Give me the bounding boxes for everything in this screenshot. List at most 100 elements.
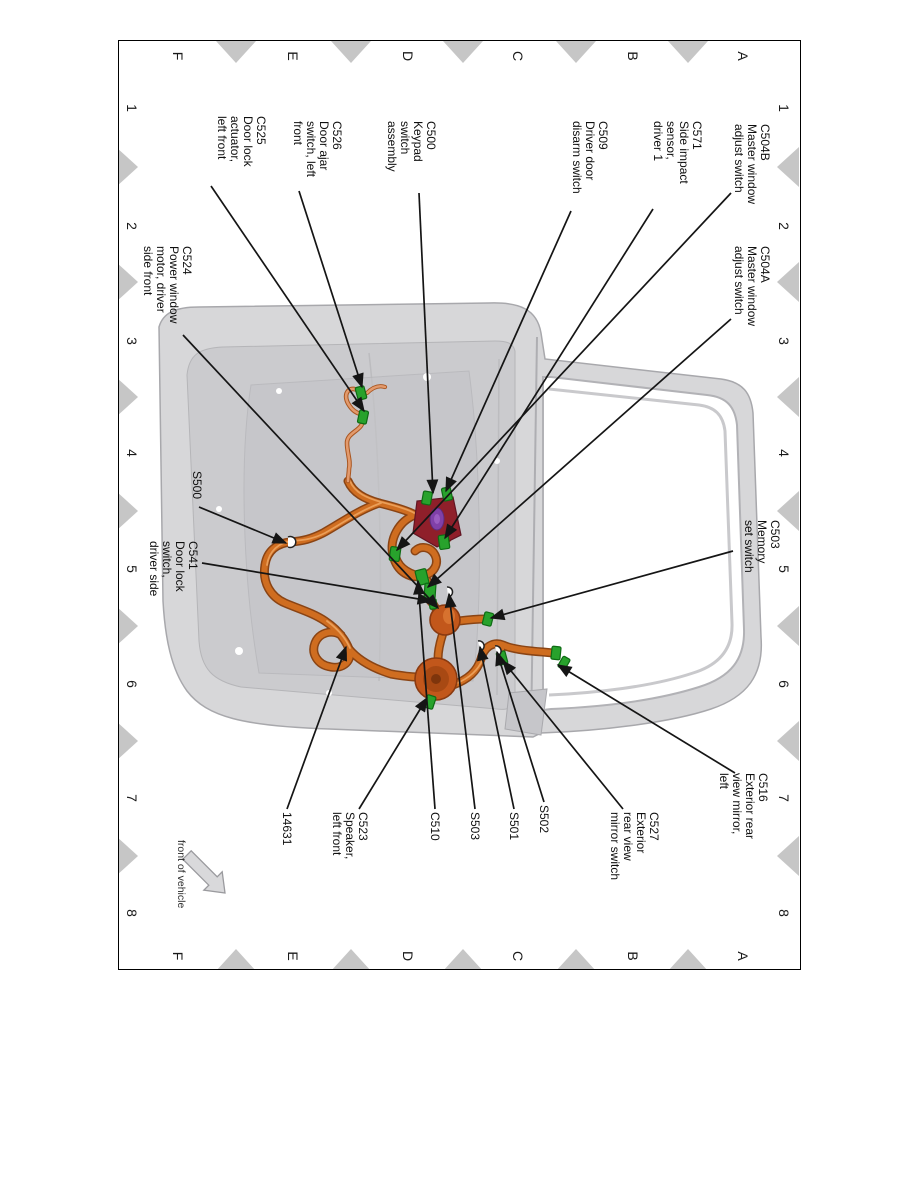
grid-letter-left-c: C [510, 50, 526, 62]
label-line: Speaker, [343, 812, 357, 860]
leader-c509 [445, 210, 572, 493]
label-c541: C541 Door lock switch, driver side [147, 541, 200, 597]
grid-number-bottom-3: 3 [124, 337, 140, 345]
grid-number-bottom-7: 7 [124, 794, 140, 802]
label-c504b: C504B Master window adjust switch [732, 124, 772, 205]
label-line: C526 [330, 121, 344, 150]
label-line: Side impact [677, 121, 691, 184]
label-line: front [291, 121, 305, 146]
grid-number-top-6: 6 [776, 680, 792, 688]
label-line: disarm switch [570, 121, 584, 194]
leader-c503 [489, 550, 734, 621]
leader-s502 [495, 650, 545, 803]
label-line: left [717, 773, 731, 790]
label-line: C527 [647, 812, 661, 841]
label-line: Door ajar [317, 121, 331, 171]
label-line: C509 [596, 121, 610, 150]
grid-letter-left-a: A [735, 51, 751, 61]
label-c500: C500 Keypad switch assembly [385, 121, 438, 172]
diagram-sheet: A B C D E F A B C D E F 1 2 3 4 5 6 7 8 … [118, 40, 801, 970]
label-line: S502 [537, 805, 551, 834]
label-line: motor, driver [154, 246, 168, 313]
label-c516: C516 Exterior rear view mirror, left [717, 773, 770, 840]
label-line: view mirror, [730, 773, 744, 835]
label-line: Door lock [241, 116, 255, 167]
label-line: C504A [758, 246, 772, 283]
label-s503: S503 [468, 812, 482, 841]
grid-letter-left-f: F [170, 51, 186, 61]
label-line: C524 [180, 246, 194, 275]
label-line: C516 [756, 773, 770, 802]
leader-c523 [358, 696, 428, 810]
label-line: actuator, [228, 116, 242, 163]
label-line: adjust switch [732, 124, 746, 193]
label-line: driver 1 [651, 121, 665, 162]
label-line: Driver door [583, 121, 597, 181]
label-line: Door lock [173, 541, 187, 592]
leader-c526 [298, 190, 364, 389]
grid-letter-right-a: A [735, 951, 751, 961]
label-line: C504B [758, 124, 772, 161]
grid-letter-left-b: B [625, 51, 641, 61]
label-c503: C503 Memory set switch [742, 520, 782, 573]
label-line: Exterior [634, 812, 648, 854]
label-line: Memory [755, 520, 769, 564]
leader-c541 [201, 562, 433, 605]
grid-number-top-2: 2 [776, 222, 792, 230]
leader-c525 [210, 185, 365, 413]
leader-c500 [418, 192, 439, 495]
label-line: Master window [745, 246, 759, 327]
speaker [414, 657, 458, 701]
grid-number-top-7: 7 [776, 794, 792, 802]
label-line: S501 [507, 812, 521, 841]
label-s501: S501 [507, 812, 521, 841]
label-line: driver side [147, 541, 161, 597]
label-s500: S500 [190, 471, 204, 499]
grid-number-bottom-8: 8 [124, 909, 140, 917]
label-line: Master window [745, 124, 759, 205]
diagram-artwork [119, 41, 799, 969]
grid-letter-right-e: E [285, 951, 301, 961]
label-line: Exterior rear [743, 773, 757, 840]
label-line: switch [398, 121, 412, 155]
label-line: 14631 [280, 812, 294, 846]
label-c510: C510 [428, 812, 442, 841]
grid-number-bottom-1: 1 [124, 104, 140, 112]
front-of-vehicle-arrow [181, 849, 226, 894]
rotated-diagram: A B C D E F A B C D E F 1 2 3 4 5 6 7 8 … [119, 41, 799, 969]
label-line: C503 [768, 520, 782, 549]
leader-14631 [286, 645, 348, 810]
grid-letter-right-d: D [400, 950, 416, 962]
leader-c510 [413, 579, 436, 810]
leader-c571 [444, 208, 654, 540]
leader-s501 [476, 645, 515, 810]
grid-letter-left-d: D [400, 50, 416, 62]
grid-number-top-4: 4 [776, 449, 792, 457]
grid-triangles [119, 41, 799, 969]
grid-number-bottom-2: 2 [124, 222, 140, 230]
label-c571: C571 Side impact sensor, driver 1 [651, 121, 704, 184]
label-line: adjust switch [732, 246, 746, 315]
label-line: C541 [186, 541, 200, 570]
label-c523: C523 Speaker, left front [330, 812, 370, 860]
grid-letter-right-b: B [625, 951, 641, 961]
leader-s503 [444, 592, 476, 810]
grid-number-bottom-6: 6 [124, 680, 140, 688]
label-line: C510 [428, 812, 442, 841]
label-line: Keypad [411, 121, 425, 162]
power-window-motor [429, 604, 461, 636]
grid-number-top-8: 8 [776, 909, 792, 917]
leader-lines [182, 185, 736, 810]
grid-number-top-1: 1 [776, 104, 792, 112]
label-s502: S502 [537, 805, 551, 834]
label-line: C523 [356, 812, 370, 841]
label-line: S503 [468, 812, 482, 841]
grid-number-bottom-4: 4 [124, 449, 140, 457]
label-line: C500 [424, 121, 438, 150]
label-line: switch, [160, 541, 174, 578]
label-line: C525 [254, 116, 268, 145]
label-line: assembly [385, 121, 399, 172]
label-line: side front [141, 246, 155, 296]
label-line: set switch [742, 520, 756, 573]
